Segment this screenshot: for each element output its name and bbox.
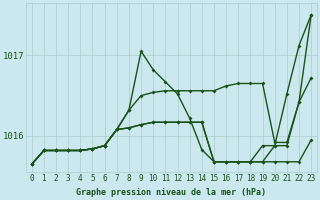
X-axis label: Graphe pression niveau de la mer (hPa): Graphe pression niveau de la mer (hPa) [76,188,267,197]
